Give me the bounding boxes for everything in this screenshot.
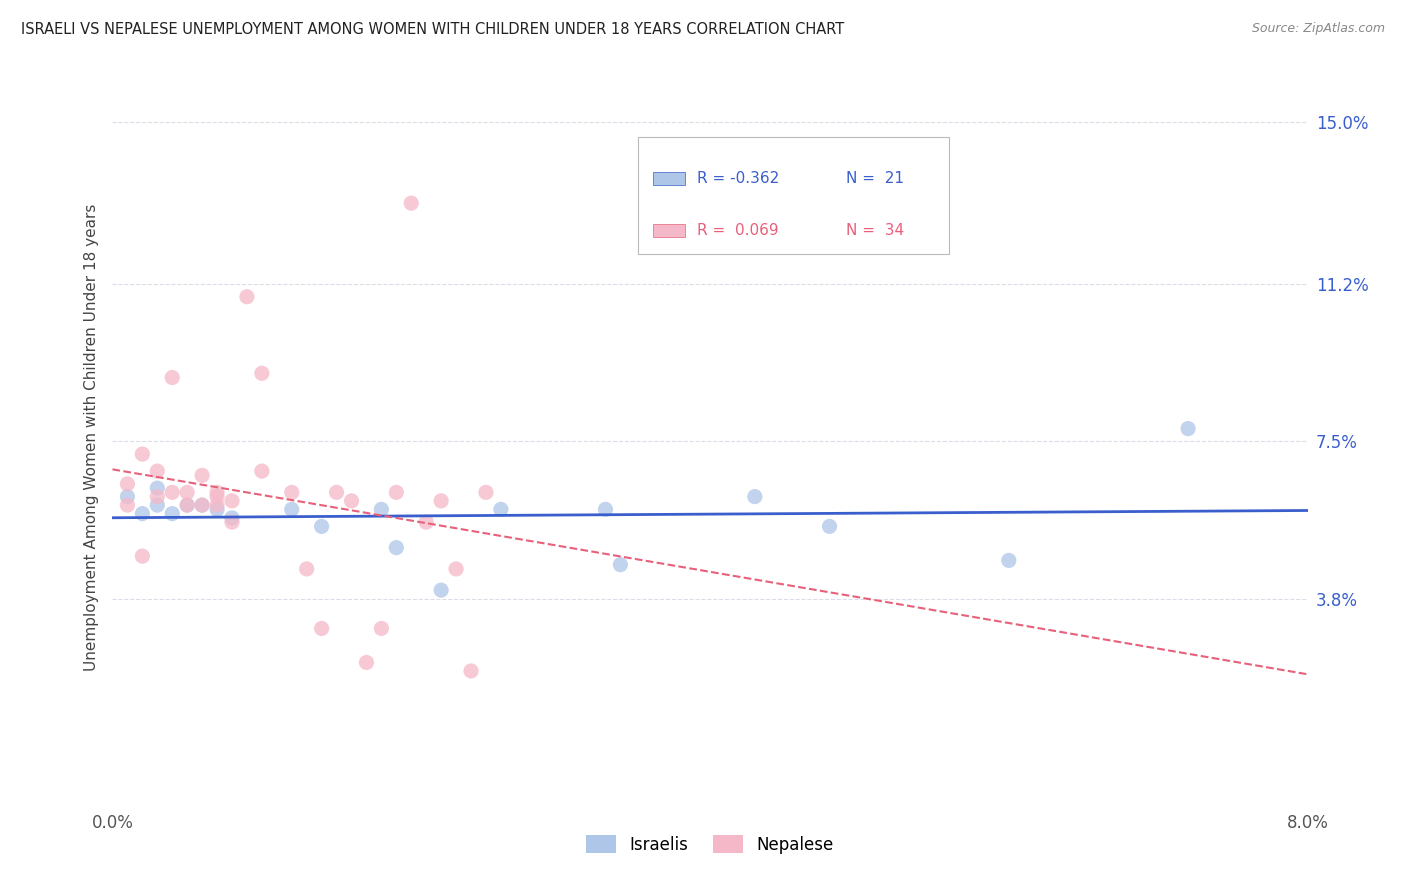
Point — [475, 485, 498, 500]
Point — [146, 490, 169, 504]
Point — [430, 494, 453, 508]
Point — [281, 502, 304, 516]
Point — [370, 502, 392, 516]
Point — [131, 549, 153, 563]
Point — [176, 498, 198, 512]
Point — [250, 366, 273, 380]
Point — [176, 485, 198, 500]
Point — [131, 507, 153, 521]
Point — [162, 507, 183, 521]
Point — [131, 447, 153, 461]
Text: N =  34: N = 34 — [846, 223, 904, 238]
Bar — [652, 171, 685, 185]
Point — [818, 519, 841, 533]
Point — [191, 468, 214, 483]
Point — [325, 485, 347, 500]
Point — [311, 622, 333, 636]
Point — [744, 490, 766, 504]
Point — [998, 553, 1021, 567]
Point — [415, 515, 437, 529]
Point — [221, 511, 243, 525]
Text: N =  21: N = 21 — [846, 170, 904, 186]
Point — [460, 664, 482, 678]
Point — [250, 464, 273, 478]
Point — [117, 490, 139, 504]
Point — [385, 485, 408, 500]
Point — [595, 502, 617, 516]
Point — [176, 498, 198, 512]
FancyBboxPatch shape — [638, 137, 949, 254]
Text: Source: ZipAtlas.com: Source: ZipAtlas.com — [1251, 22, 1385, 36]
Point — [444, 562, 467, 576]
Point — [401, 196, 423, 211]
Point — [356, 656, 378, 670]
Point — [281, 485, 304, 500]
Point — [370, 622, 392, 636]
Point — [191, 498, 214, 512]
Y-axis label: Unemployment Among Women with Children Under 18 years: Unemployment Among Women with Children U… — [83, 203, 98, 671]
Bar — [652, 224, 685, 237]
Text: R =  0.069: R = 0.069 — [697, 223, 779, 238]
Point — [221, 494, 243, 508]
Point — [609, 558, 631, 572]
Point — [385, 541, 408, 555]
Point — [146, 498, 169, 512]
Legend: Israelis, Nepalese: Israelis, Nepalese — [579, 829, 841, 860]
Point — [117, 476, 139, 491]
Point — [162, 370, 183, 384]
Point — [162, 485, 183, 500]
Point — [205, 485, 228, 500]
Point — [146, 464, 169, 478]
Point — [221, 515, 243, 529]
Point — [489, 502, 512, 516]
Point — [205, 502, 228, 516]
Point — [205, 490, 228, 504]
Point — [311, 519, 333, 533]
Text: ISRAELI VS NEPALESE UNEMPLOYMENT AMONG WOMEN WITH CHILDREN UNDER 18 YEARS CORREL: ISRAELI VS NEPALESE UNEMPLOYMENT AMONG W… — [21, 22, 845, 37]
Point — [117, 498, 139, 512]
Text: R = -0.362: R = -0.362 — [697, 170, 779, 186]
Point — [236, 290, 259, 304]
Point — [146, 481, 169, 495]
Point — [1177, 421, 1199, 435]
Point — [205, 498, 228, 512]
Point — [191, 498, 214, 512]
Point — [340, 494, 363, 508]
Point — [295, 562, 318, 576]
Point — [430, 583, 453, 598]
